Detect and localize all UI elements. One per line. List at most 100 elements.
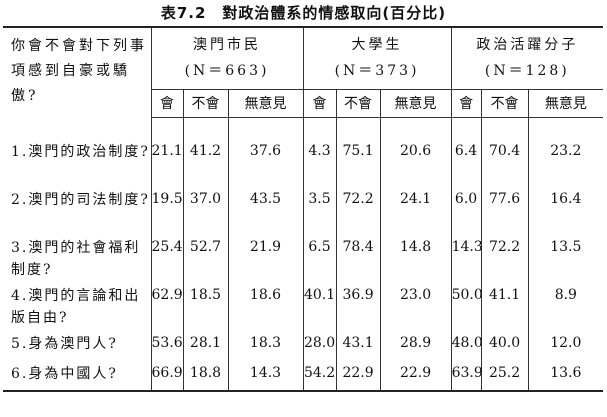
- cell-value: 48.0: [450, 331, 483, 361]
- spacer-cell: [150, 117, 183, 139]
- cell-value: 16.4: [527, 187, 604, 235]
- column-header: 不會: [335, 88, 381, 118]
- spacer-cell: [182, 117, 228, 139]
- column-header: 無意見: [227, 88, 304, 118]
- group-name: 大學生: [351, 37, 403, 54]
- cell-value: 3.5: [302, 187, 337, 235]
- cell-value: 41.1: [480, 283, 529, 331]
- cell-value: 23.2: [527, 139, 604, 187]
- spacer-cell: [527, 117, 604, 139]
- row-label: 5.身為澳門人?: [11, 336, 118, 352]
- cell-value: 18.3: [227, 331, 304, 361]
- spacer-row: [3, 117, 604, 139]
- cell-value: 75.1: [335, 139, 381, 187]
- row-label: 2.澳門的司法制度?: [11, 192, 150, 208]
- group-header: 大學生 (N＝373): [302, 26, 452, 89]
- cell-value: 72.2: [480, 235, 529, 283]
- cell-value: 6.4: [450, 139, 482, 187]
- spacer-cell: [450, 117, 482, 139]
- column-header: 無意見: [527, 88, 604, 118]
- row-label: 3.澳門的社會福利制度?: [11, 240, 141, 278]
- data-row: 4.澳門的言論和出版自由? 62.9 18.5 18.6 40.1 36.9 23.0 50.…: [3, 283, 604, 331]
- subheader-row: 會不會 無意見會不會 無意見會不會 無意見: [3, 88, 604, 118]
- cell-value: 22.9: [335, 361, 381, 392]
- column-header: 無意見: [379, 88, 452, 118]
- data-row: 3.澳門的社會福利制度? 25.4 52.7 21.9 6.5 78.4 14.8 14.3 7…: [3, 235, 604, 283]
- cell-value: 40.1: [302, 283, 337, 331]
- column-header: 會: [150, 88, 183, 118]
- data-row: 5.身為澳門人? 53.6 28.1 18.3 28.0 43.1 28.9 48.0 40.0…: [3, 331, 604, 361]
- cell-value: 62.9: [150, 283, 183, 331]
- cell-value: 72.2: [335, 187, 381, 235]
- cell-value: 40.0: [480, 331, 529, 361]
- header-row: 你會不會對下列事項感到自豪或驕傲? 澳門市民 (N＝663) 大學生 (N＝373) 政治…: [3, 26, 604, 117]
- cell-value: 20.6: [379, 139, 452, 187]
- cell-value: 25.2: [480, 361, 529, 392]
- title: 表7.2 對政治體系的情感取向(百分比): [160, 4, 447, 22]
- row-label: 4.澳門的言論和出版自由?: [11, 288, 141, 326]
- cell-value: 53.6: [150, 331, 183, 361]
- group-n: (N＝128): [484, 63, 570, 80]
- data-row: 2.澳門的司法制度? 19.5 37.0 43.5 3.5 72.2 24.1 6.0 77.6…: [3, 187, 604, 235]
- cell-value: 18.6: [227, 283, 304, 331]
- spacer-cell: [335, 117, 381, 139]
- cell-value: 50.0: [450, 283, 483, 331]
- group-header: 政治活躍分子 (N＝128): [450, 26, 604, 89]
- cell-value: 14.3: [450, 235, 483, 283]
- cell-value: 63.9: [450, 361, 483, 392]
- column-header: 不會: [480, 88, 529, 118]
- group-n: (N＝663): [184, 63, 270, 80]
- cell-value: 8.9: [527, 283, 604, 331]
- data-row: 1.澳門的政治制度? 21.1 41.2 37.6 4.3 75.1 20.6 6.4 70.4…: [3, 139, 604, 187]
- row-label: 6.身為中國人?: [3, 361, 151, 392]
- column-header: 不會: [182, 88, 228, 118]
- spacer-cell: [302, 117, 337, 139]
- spacer-cell: [379, 117, 452, 139]
- cell-value: 37.0: [182, 187, 228, 235]
- column-header: 會: [450, 88, 482, 118]
- group-header: 澳門市民 (N＝663): [150, 26, 304, 89]
- spacer-cell: [3, 117, 151, 139]
- cell-value: 13.5: [527, 235, 604, 283]
- cell-value: 13.6: [527, 361, 604, 392]
- cell-value: 43.5: [227, 187, 304, 235]
- cell-value: 4.3: [302, 139, 337, 187]
- group-name: 澳門市民: [193, 37, 262, 54]
- cell-value: 43.1: [335, 331, 381, 361]
- row-label: 1.澳門的政治制度?: [11, 144, 150, 160]
- cell-value: 25.4: [150, 235, 183, 283]
- cell-value: 18.5: [182, 283, 228, 331]
- cell-value: 78.4: [335, 235, 381, 283]
- group-n: (N＝373): [334, 63, 420, 80]
- cell-value: 28.9: [379, 331, 452, 361]
- cell-value: 36.9: [335, 283, 381, 331]
- cell-value: 14.8: [379, 235, 452, 283]
- cell-value: 70.4: [480, 139, 529, 187]
- cell-value: 28.0: [302, 331, 337, 361]
- spacer-cell: [227, 117, 304, 139]
- cell-value: 12.0: [527, 331, 604, 361]
- cell-value: 14.3: [227, 361, 304, 392]
- cell-value: 21.9: [227, 235, 304, 283]
- cell-value: 41.2: [182, 139, 228, 187]
- group-name: 政治活躍分子: [476, 37, 579, 54]
- cell-value: 23.0: [379, 283, 452, 331]
- table: 你會不會對下列事項感到自豪或驕傲? 澳門市民 (N＝663) 大學生 (N＝373) 政治…: [3, 26, 604, 392]
- cell-value: 37.6: [227, 139, 304, 187]
- cell-value: 28.1: [182, 331, 228, 361]
- cell-value: 21.1: [150, 139, 183, 187]
- cell-value: 22.9: [379, 361, 452, 392]
- cell-value: 19.5: [150, 187, 183, 235]
- cell-value: 6.5: [302, 235, 337, 283]
- column-header: 會: [302, 88, 337, 118]
- data-row: 6.身為中國人? 66.9 18.8 14.3 54.2 22.9 22.9 63.9 25.2…: [3, 361, 604, 392]
- cell-value: 66.9: [150, 361, 183, 392]
- cell-value: 6.0: [450, 187, 482, 235]
- cell-value: 18.8: [182, 361, 228, 392]
- cell-value: 54.2: [302, 361, 337, 392]
- cell-value: 24.1: [379, 187, 452, 235]
- spacer-cell: [480, 117, 529, 139]
- cell-value: 52.7: [182, 235, 228, 283]
- cell-value: 77.6: [480, 187, 529, 235]
